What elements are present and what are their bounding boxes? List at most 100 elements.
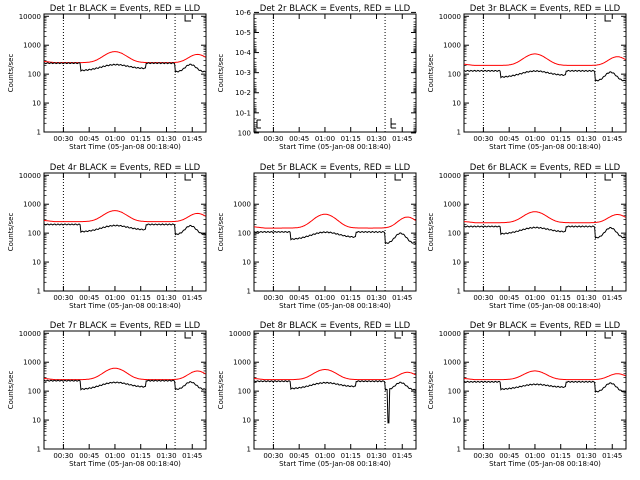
y-tick-label: 100	[28, 230, 41, 238]
series-line-events	[43, 62, 206, 73]
x-tick-label: 01:45	[392, 135, 412, 143]
y-tick-label: 10000	[439, 13, 461, 21]
y-tick-label: 1	[247, 288, 251, 296]
x-tick-label: 01:30	[366, 452, 386, 460]
series-line-lld	[463, 53, 626, 66]
y-tick-label: 100	[448, 230, 461, 238]
y-axis-label: Counts/sec	[427, 213, 435, 252]
y-tick-label: 1000	[23, 359, 41, 367]
x-tick-label: 01:30	[156, 452, 176, 460]
series-line-events	[253, 380, 416, 424]
x-axis-label: Start Time (05-Jan-08 00:18:40)	[489, 460, 601, 468]
x-tick-label: 00:45	[79, 294, 99, 302]
x-tick-label: 00:30	[263, 294, 283, 302]
x-tick-label: 00:45	[79, 452, 99, 460]
panel-title: Det 1r BLACK = Events, RED = LLD	[50, 4, 201, 14]
panel-title: Det 5r BLACK = Events, RED = LLD	[260, 163, 411, 173]
x-tick-label: 00:30	[53, 452, 73, 460]
x-tick-label: 01:00	[525, 135, 545, 143]
y-tick-label: 100	[448, 388, 461, 396]
panel-title: Det 2r BLACK = Events, RED = LLD	[260, 4, 411, 14]
x-tick-label: 00:30	[263, 452, 283, 460]
x-axis-label: Start Time (05-Jan-08 00:18:40)	[69, 143, 181, 151]
interval-bracket	[184, 332, 192, 339]
y-tick-label: 10000	[229, 330, 251, 338]
x-tick-label: 00:30	[53, 135, 73, 143]
interval-bracket	[394, 174, 402, 181]
x-tick-label: 00:45	[499, 452, 519, 460]
y-tick-label: 10000	[19, 172, 41, 180]
x-tick-label: 00:30	[473, 452, 493, 460]
x-axis-label: Start Time (05-Jan-08 00:18:40)	[279, 460, 391, 468]
plot-frame	[463, 13, 627, 133]
x-tick-label: 01:00	[315, 135, 335, 143]
x-tick-label: 01:00	[315, 294, 335, 302]
x-tick-label: 01:45	[182, 294, 202, 302]
x-tick-label: 01:30	[366, 294, 386, 302]
y-tick-label: 10	[32, 100, 41, 108]
panel-title: Det 9r BLACK = Events, RED = LLD	[470, 321, 621, 331]
x-tick-label: 01:15	[551, 294, 571, 302]
y-tick-label: 100	[238, 388, 251, 396]
panel-9: Det 9r BLACK = Events, RED = LLD 1 10 100 10…	[427, 321, 627, 468]
plot-frame	[253, 13, 417, 133]
y-axis-label: Counts/sec	[427, 371, 435, 410]
y-tick-label: 10000	[19, 330, 41, 338]
x-tick-label: 00:30	[53, 294, 73, 302]
y-tick-label: 1	[457, 288, 461, 296]
x-tick-label: 00:45	[289, 135, 309, 143]
y-tick-label: 100	[28, 388, 41, 396]
x-tick-label: 01:15	[131, 294, 151, 302]
y-tick-label: 1	[37, 129, 41, 137]
y-tick-label: 1000	[23, 201, 41, 209]
x-tick-label: 01:45	[602, 294, 622, 302]
x-tick-label: 01:45	[602, 135, 622, 143]
x-tick-label: 01:45	[392, 452, 412, 460]
y-tick-label: 1	[37, 288, 41, 296]
interval-bracket	[184, 174, 192, 181]
plot-frame	[43, 172, 207, 292]
panel-title: Det 3r BLACK = Events, RED = LLD	[470, 4, 621, 14]
y-tick-label: 1000	[443, 201, 461, 209]
panel-2: Det 2r BLACK = Events, RED = LLD 10-6 10-5…	[217, 4, 417, 151]
panel-8: Det 8r BLACK = Events, RED = LLD 1 10 100 10…	[217, 321, 417, 468]
y-tick-label: 100	[28, 71, 41, 79]
y-tick-label: 10	[452, 259, 461, 267]
y-axis-label: Counts/sec	[7, 54, 15, 93]
x-tick-label: 00:45	[499, 294, 519, 302]
y-tick-label: 1	[247, 446, 251, 454]
x-axis-label: Start Time (05-Jan-08 00:18:40)	[69, 460, 181, 468]
y-tick-label: 10	[452, 417, 461, 425]
interval-bracket-left	[256, 119, 261, 129]
series-line-events	[43, 379, 206, 391]
series-line-lld	[43, 210, 206, 223]
series-line-events	[463, 225, 626, 239]
interval-bracket	[394, 332, 402, 339]
panel-1: Det 1r BLACK = Events, RED = LLD 1 10 100 10…	[7, 4, 207, 151]
series-line-events	[253, 230, 416, 245]
x-tick-label: 01:30	[576, 135, 596, 143]
plot-frame	[463, 330, 627, 450]
y-tick-label: 10-6	[235, 9, 251, 17]
y-tick-label: 10-5	[235, 29, 251, 37]
y-tick-label: 10000	[439, 172, 461, 180]
interval-bracket	[184, 15, 192, 22]
series-line-events	[43, 223, 206, 236]
x-tick-label: 00:30	[473, 294, 493, 302]
panel-4: Det 4r BLACK = Events, RED = LLD 1 10 100 10…	[7, 163, 207, 310]
panel-3: Det 3r BLACK = Events, RED = LLD 1 10 100 10…	[427, 4, 627, 151]
x-tick-label: 01:30	[156, 135, 176, 143]
x-tick-label: 01:15	[341, 452, 361, 460]
y-axis-label: Counts/sec	[217, 54, 225, 93]
x-tick-label: 01:15	[551, 452, 571, 460]
x-tick-label: 00:45	[499, 135, 519, 143]
x-tick-label: 01:15	[131, 452, 151, 460]
y-tick-label: 10000	[439, 330, 461, 338]
x-tick-label: 01:45	[392, 294, 412, 302]
y-tick-label: 1	[457, 446, 461, 454]
series-line-events	[463, 380, 626, 393]
plot-frame	[253, 330, 417, 450]
x-tick-label: 01:30	[576, 294, 596, 302]
x-axis-label: Start Time (05-Jan-08 00:18:40)	[489, 143, 601, 151]
